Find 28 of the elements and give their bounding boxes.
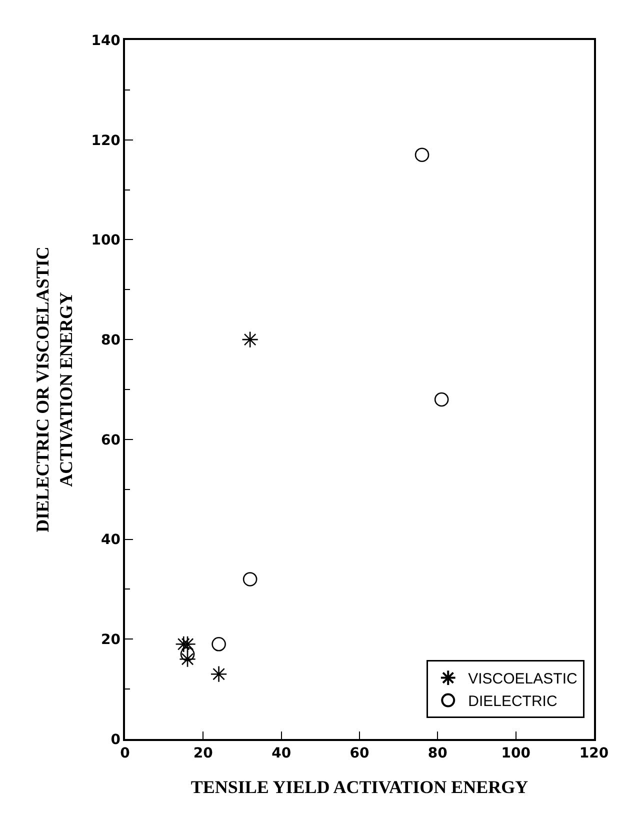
x-tick-label: 100 (501, 746, 531, 762)
x-tick-label: 80 (428, 746, 448, 762)
point (242, 572, 258, 586)
x-tick-label: 40 (272, 746, 292, 762)
y-tick-label: 60 (100, 432, 121, 448)
point (179, 650, 196, 668)
y-tick-label: 20 (100, 632, 121, 648)
point (210, 666, 228, 683)
point (414, 148, 430, 162)
point (179, 636, 196, 653)
x-tick-label: 120 (579, 746, 609, 762)
y-tick-label: 80 (100, 332, 121, 348)
x-axis-title: TENSILE YIELD ACTIVATION ENERGY (190, 777, 528, 798)
legend-label: DIELECTRIC (468, 693, 558, 710)
y-axis-title: DIELECTRIC OR VISCOELASTIC ACTIVATION ENERGY (32, 246, 76, 532)
y-tick-label: 120 (91, 132, 121, 149)
y-tick-label: 40 (100, 532, 121, 548)
x-tick-label: 60 (350, 746, 370, 762)
point (180, 646, 195, 662)
y-tick-label: 140 (91, 32, 121, 49)
y-tick-label: 0 (110, 732, 121, 748)
x-tick-label: 20 (193, 746, 214, 762)
legend-label: VISCOELASTIC (468, 670, 578, 688)
point (434, 392, 449, 407)
point (242, 331, 259, 348)
point (175, 636, 192, 653)
point (212, 636, 226, 652)
y-tick-label: 100 (91, 232, 121, 249)
